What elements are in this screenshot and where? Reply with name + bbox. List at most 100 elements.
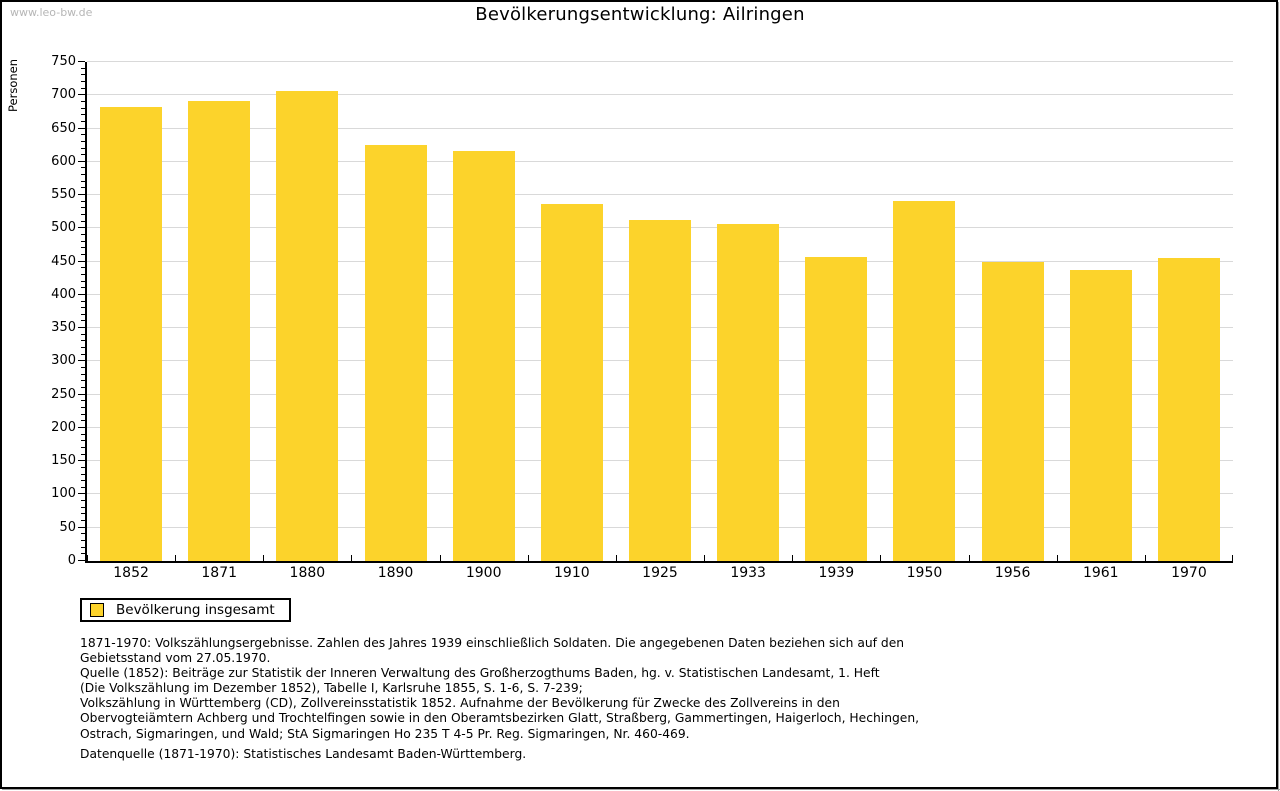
y-axis-tick <box>81 446 85 448</box>
y-axis-tick <box>81 406 85 408</box>
footnote-line: Gebietsstand vom 27.05.1970. <box>80 651 271 666</box>
footnote-line: Volkszählung in Württemberg (CD), Zollve… <box>80 696 840 711</box>
y-axis-tick <box>81 473 85 475</box>
bar-1880 <box>276 91 339 561</box>
y-axis-tick <box>81 420 85 422</box>
y-axis-tick <box>81 174 85 176</box>
y-axis-tick <box>81 74 85 76</box>
y-axis-tick <box>81 373 85 375</box>
y-axis-tick <box>81 280 85 282</box>
x-axis-tick <box>1144 555 1146 561</box>
y-axis-tick <box>81 220 85 222</box>
y-tick-label: 300 <box>51 353 76 369</box>
y-axis-tick <box>81 513 85 515</box>
legend-swatch-icon <box>90 603 104 617</box>
y-axis-tick <box>78 360 85 362</box>
y-axis-tick <box>78 194 85 196</box>
x-tick-label: 1900 <box>465 565 502 581</box>
gridline <box>87 160 1233 162</box>
y-tick-label: 50 <box>59 519 76 535</box>
footnote-line: Obervogteiämtern Achberg und Trochtelfin… <box>80 711 920 726</box>
x-axis-tick <box>968 555 970 561</box>
x-axis-tick <box>527 555 529 561</box>
footnote-line: Quelle (1852): Beiträge zur Statistik de… <box>80 666 880 681</box>
y-axis-tick <box>81 167 85 169</box>
y-axis-tick <box>81 114 85 116</box>
y-axis-tick <box>78 61 85 62</box>
y-axis-tick <box>81 480 85 482</box>
y-tick-label: 400 <box>51 286 76 302</box>
site-watermark: www.leo-bw.de <box>10 6 93 19</box>
y-axis-tick <box>81 300 85 302</box>
y-axis-tick <box>81 240 85 242</box>
bar-1871 <box>188 101 251 561</box>
x-axis-tick <box>87 555 88 561</box>
x-tick-label: 1956 <box>994 565 1031 581</box>
y-axis-tick <box>81 320 85 322</box>
y-axis-tick <box>81 134 85 136</box>
x-tick-label: 1950 <box>906 565 943 581</box>
x-tick-label: 1925 <box>642 565 678 581</box>
bar-1956 <box>981 262 1044 561</box>
footnote-line: Datenquelle (1871-1970): Statistisches L… <box>80 746 527 761</box>
legend-label: Bevölkerung insgesamt <box>116 602 275 618</box>
y-axis-tick <box>81 387 85 389</box>
footnote-line: 1871-1970: Volkszählungsergebnisse. Zahl… <box>80 636 905 650</box>
frame-shadow-bottom <box>2 789 1280 790</box>
footnote-line: Ostrach, Sigmaringen, und Wald; StA Sigm… <box>80 726 690 741</box>
y-axis-tick <box>81 273 85 275</box>
y-axis-tick <box>81 533 85 535</box>
y-axis-tick <box>81 413 85 415</box>
y-axis-tick <box>78 293 85 295</box>
y-tick-label: 600 <box>51 153 76 169</box>
y-tick-label: 500 <box>51 220 76 236</box>
x-axis-tick <box>704 555 706 561</box>
y-axis-tick <box>78 493 85 495</box>
y-tick-label: 250 <box>51 386 76 402</box>
y-axis-tick <box>81 247 85 249</box>
footnote-line: (Die Volkszählung im Dezember 1852), Tab… <box>80 681 583 696</box>
y-axis-tick <box>78 227 85 229</box>
y-axis-tick <box>81 433 85 435</box>
y-axis-tick <box>81 207 85 209</box>
y-axis-tick <box>78 526 85 528</box>
y-tick-label: 200 <box>51 419 76 435</box>
y-axis-tick <box>81 520 85 522</box>
bar-1933 <box>717 223 780 561</box>
bar-1900 <box>452 150 515 561</box>
legend: Bevölkerung insgesamt <box>80 598 291 622</box>
x-tick-label: 1970 <box>1171 565 1207 581</box>
y-axis-tick <box>78 160 85 162</box>
x-axis-labels: 1852 1871 1880 1890 1900 1910 1925 1933 1939 1950… <box>87 565 1233 585</box>
y-axis-tick <box>81 307 85 309</box>
x-tick-label: 1871 <box>201 565 238 581</box>
y-axis-tick <box>78 560 85 561</box>
bar-1925 <box>629 220 691 561</box>
y-axis-tick <box>78 393 85 395</box>
x-tick-label: 1933 <box>730 565 766 581</box>
plot-area <box>85 61 1233 563</box>
y-tick-label: 700 <box>51 87 76 103</box>
y-axis-tick <box>81 140 85 142</box>
bar-1950 <box>893 201 956 561</box>
y-tick-label: 0 <box>67 553 76 568</box>
y-axis-tick <box>78 460 85 462</box>
footnotes: 1871-1970: Volkszählungsergebnisse. Zahl… <box>80 636 919 762</box>
y-axis-tick <box>81 540 85 542</box>
y-axis-tick <box>81 353 85 355</box>
y-axis-tick <box>81 400 85 402</box>
y-axis-tick <box>81 313 85 315</box>
y-axis-tick <box>81 466 85 468</box>
y-axis-tick <box>81 500 85 502</box>
bar-1852 <box>100 107 163 561</box>
y-axis-tick <box>81 107 85 109</box>
y-axis-tick <box>81 486 85 488</box>
y-axis-tick <box>78 127 85 129</box>
y-axis-tick <box>78 426 85 428</box>
x-axis-tick <box>263 555 265 561</box>
y-axis-tick <box>81 347 85 349</box>
y-axis-tick <box>81 367 85 369</box>
y-axis-tick <box>81 453 85 455</box>
frame-shadow-right <box>1278 2 1279 791</box>
